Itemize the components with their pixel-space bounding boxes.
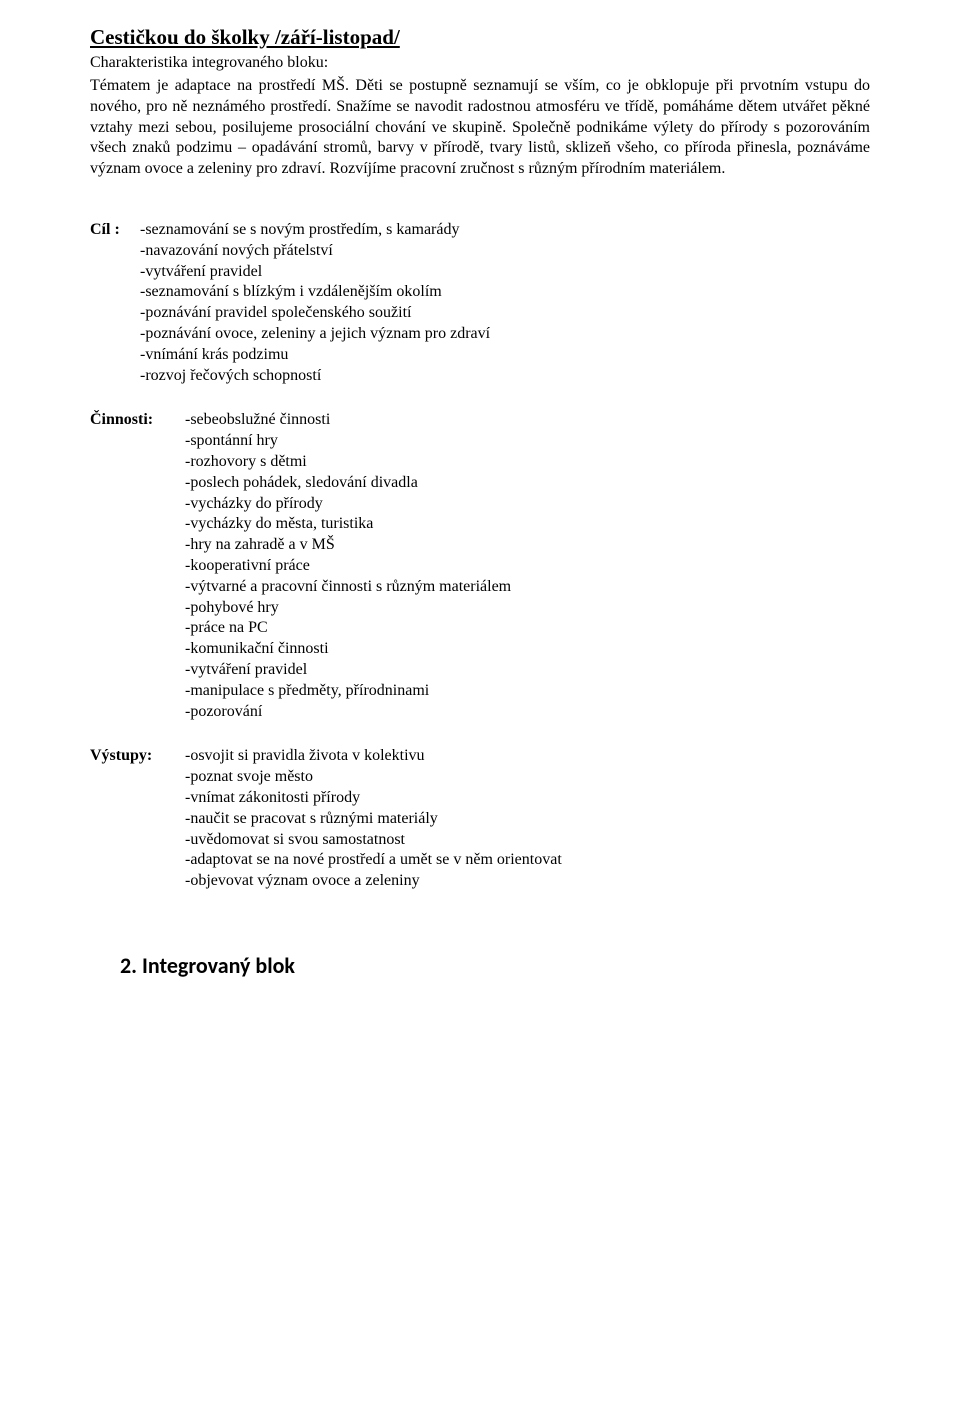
cil-items: -seznamování se s novým prostředím, s ka… bbox=[140, 220, 870, 386]
list-item: -kooperativní práce bbox=[185, 556, 870, 577]
cinnosti-items: -sebeobslužné činnosti-spontánní hry-roz… bbox=[185, 410, 870, 722]
list-item: -adaptovat se na nové prostředí a umět s… bbox=[185, 850, 870, 871]
vystupy-label: Výstupy: bbox=[90, 746, 185, 767]
list-item: -poznávání ovoce, zeleniny a jejich význ… bbox=[140, 324, 870, 345]
list-item: -vycházky do přírody bbox=[185, 494, 870, 515]
list-item: -rozhovory s dětmi bbox=[185, 452, 870, 473]
list-item: -seznamování se s novým prostředím, s ka… bbox=[140, 220, 870, 241]
footer-heading: 2. Integrovaný blok bbox=[120, 952, 870, 981]
list-item: -vnímání krás podzimu bbox=[140, 345, 870, 366]
list-item: -výtvarné a pracovní činnosti s různým m… bbox=[185, 577, 870, 598]
list-item: -pohybové hry bbox=[185, 598, 870, 619]
list-item: -hry na zahradě a v MŠ bbox=[185, 535, 870, 556]
document-subtitle: Charakteristika integrovaného bloku: bbox=[90, 53, 870, 74]
intro-paragraph: Tématem je adaptace na prostředí MŠ. Dět… bbox=[90, 76, 870, 180]
list-item: -poznat svoje město bbox=[185, 767, 870, 788]
list-item: -objevovat význam ovoce a zeleniny bbox=[185, 871, 870, 892]
list-item: -osvojit si pravidla života v kolektivu bbox=[185, 746, 870, 767]
list-item: -vnímat zákonitosti přírody bbox=[185, 788, 870, 809]
section-cil: Cíl : -seznamování se s novým prostředím… bbox=[90, 220, 870, 386]
list-item: -komunikační činnosti bbox=[185, 639, 870, 660]
list-item: -naučit se pracovat s různými materiály bbox=[185, 809, 870, 830]
document-title: Cestičkou do školky /září-listopad/ bbox=[90, 24, 870, 51]
list-item: -poslech pohádek, sledování divadla bbox=[185, 473, 870, 494]
list-item: -rozvoj řečových schopností bbox=[140, 366, 870, 387]
list-item: -seznamování s blízkým i vzdálenějším ok… bbox=[140, 282, 870, 303]
list-item: -vytváření pravidel bbox=[185, 660, 870, 681]
section-cinnosti: Činnosti: -sebeobslužné činnosti-spontán… bbox=[90, 410, 870, 722]
list-item: -uvědomovat si svou samostatnost bbox=[185, 830, 870, 851]
list-item: -práce na PC bbox=[185, 618, 870, 639]
vystupy-items: -osvojit si pravidla života v kolektivu-… bbox=[185, 746, 870, 892]
list-item: -sebeobslužné činnosti bbox=[185, 410, 870, 431]
list-item: -vycházky do města, turistika bbox=[185, 514, 870, 535]
cil-label: Cíl : bbox=[90, 220, 140, 241]
list-item: -poznávání pravidel společenského soužit… bbox=[140, 303, 870, 324]
list-item: -manipulace s předměty, přírodninami bbox=[185, 681, 870, 702]
list-item: -spontánní hry bbox=[185, 431, 870, 452]
cinnosti-label: Činnosti: bbox=[90, 410, 185, 431]
list-item: -pozorování bbox=[185, 702, 870, 723]
section-vystupy: Výstupy: -osvojit si pravidla života v k… bbox=[90, 746, 870, 892]
list-item: -vytváření pravidel bbox=[140, 262, 870, 283]
list-item: -navazování nových přátelství bbox=[140, 241, 870, 262]
